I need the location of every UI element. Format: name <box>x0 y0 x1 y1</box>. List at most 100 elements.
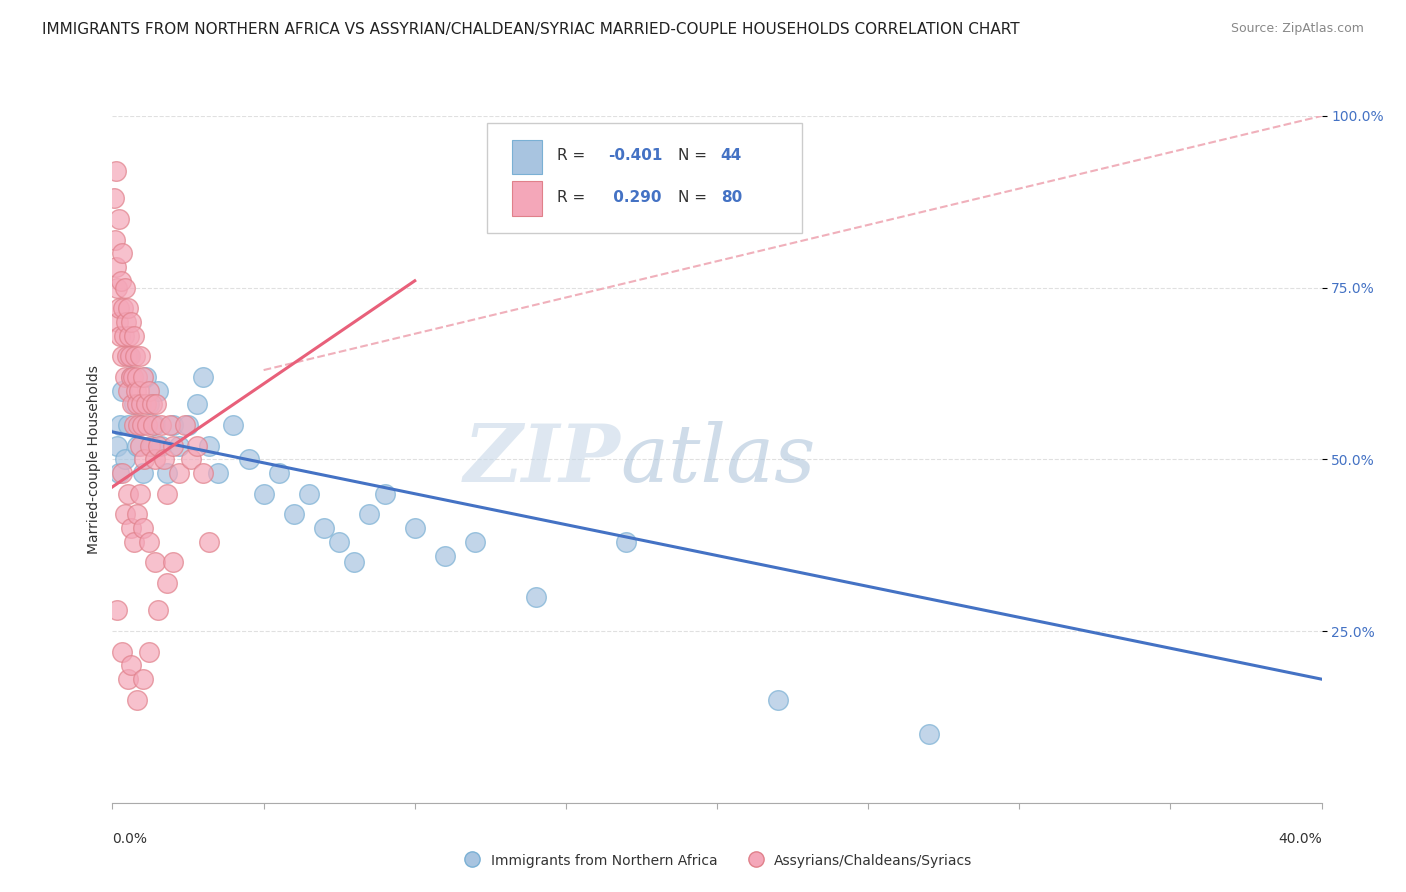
Point <box>156 466 179 480</box>
Point <box>114 452 136 467</box>
Point <box>122 534 145 549</box>
Point <box>120 658 142 673</box>
Point <box>314 521 336 535</box>
Point <box>132 672 155 686</box>
Point <box>118 350 141 364</box>
Y-axis label: Married-couple Households: Married-couple Households <box>87 365 101 554</box>
Point <box>146 439 169 453</box>
Point <box>121 397 143 411</box>
Point <box>343 555 366 570</box>
Point <box>180 452 202 467</box>
Point <box>404 521 426 535</box>
Point <box>156 576 179 591</box>
Point <box>141 439 163 453</box>
Text: 40.0%: 40.0% <box>1278 832 1322 846</box>
Point <box>110 246 132 260</box>
Point <box>167 439 190 453</box>
Point <box>156 487 179 501</box>
Point <box>267 466 290 480</box>
Point <box>125 692 148 706</box>
Point <box>122 328 145 343</box>
Point <box>104 260 127 274</box>
Point <box>128 487 150 501</box>
Point <box>105 280 128 294</box>
Text: R =: R = <box>557 189 591 204</box>
Point <box>120 315 142 329</box>
Point <box>524 590 547 604</box>
Point <box>222 417 245 433</box>
Point <box>177 417 200 433</box>
Text: 0.290: 0.290 <box>609 189 662 204</box>
Point <box>162 439 184 453</box>
Point <box>132 521 155 535</box>
Point <box>174 417 197 433</box>
Point <box>132 370 155 384</box>
Point <box>125 508 148 522</box>
Point <box>766 692 789 706</box>
Point <box>128 384 150 398</box>
Point <box>122 370 145 384</box>
Point <box>120 521 142 535</box>
Text: 80: 80 <box>721 189 742 204</box>
Point <box>298 487 321 501</box>
Text: atlas: atlas <box>620 421 815 498</box>
Point <box>120 370 142 384</box>
Point <box>464 534 486 549</box>
Point <box>616 534 638 549</box>
Point <box>135 397 157 411</box>
Text: R =: R = <box>557 148 591 163</box>
Point <box>117 487 139 501</box>
Point <box>108 301 131 316</box>
Point <box>132 466 155 480</box>
Point <box>112 301 135 316</box>
Legend: Immigrants from Northern Africa, Assyrians/Chaldeans/Syriacs: Immigrants from Northern Africa, Assyria… <box>456 847 979 875</box>
Point <box>125 397 148 411</box>
Point <box>134 452 156 467</box>
Point <box>207 466 229 480</box>
Point <box>117 384 139 398</box>
Point <box>112 328 135 343</box>
Point <box>136 417 159 433</box>
Point <box>124 350 146 364</box>
Point <box>127 370 149 384</box>
Point <box>167 466 190 480</box>
Text: 0.0%: 0.0% <box>112 832 148 846</box>
Point <box>283 508 305 522</box>
Point <box>162 555 184 570</box>
Point <box>149 439 172 453</box>
Point <box>128 417 150 433</box>
Point <box>122 417 145 433</box>
Point <box>143 417 166 433</box>
Point <box>111 350 134 364</box>
Point <box>139 439 162 453</box>
Point <box>135 370 157 384</box>
Point <box>108 328 131 343</box>
Point <box>120 370 142 384</box>
Point <box>191 466 215 480</box>
Point <box>125 439 148 453</box>
Point <box>918 727 941 741</box>
Point <box>115 315 138 329</box>
Point <box>115 350 138 364</box>
Point <box>105 164 128 178</box>
Point <box>110 384 132 398</box>
Point <box>117 417 139 433</box>
Point <box>191 370 215 384</box>
Text: Source: ZipAtlas.com: Source: ZipAtlas.com <box>1230 22 1364 36</box>
Point <box>117 672 139 686</box>
Point <box>117 301 139 316</box>
Point <box>110 466 132 480</box>
Point <box>104 233 127 247</box>
Point <box>107 466 129 480</box>
Point <box>153 452 176 467</box>
Point <box>118 350 141 364</box>
Point <box>186 397 208 411</box>
Point <box>138 384 160 398</box>
Point <box>138 645 160 659</box>
Text: IMMIGRANTS FROM NORTHERN AFRICA VS ASSYRIAN/CHALDEAN/SYRIAC MARRIED-COUPLE HOUSE: IMMIGRANTS FROM NORTHERN AFRICA VS ASSYR… <box>42 22 1019 37</box>
Point <box>434 549 457 563</box>
Point <box>114 508 136 522</box>
Point <box>138 534 160 549</box>
Point <box>143 452 166 467</box>
Text: N =: N = <box>678 148 713 163</box>
